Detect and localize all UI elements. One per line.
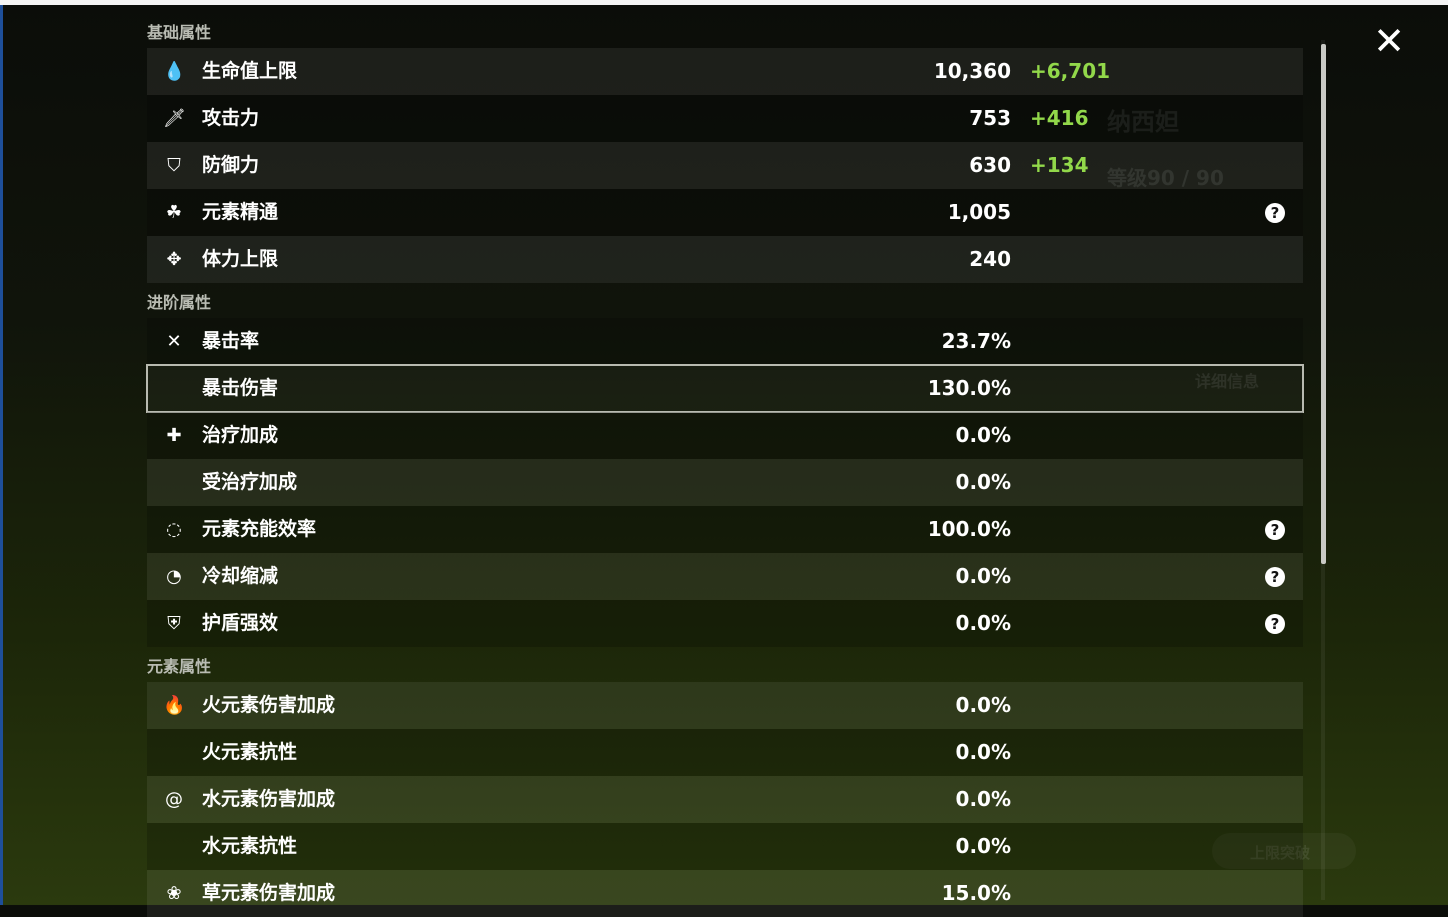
stat-bonus: +6,701 <box>1030 59 1111 83</box>
pyro-icon: 🔥 <box>163 695 186 716</box>
hydro-icon: @ <box>165 789 183 810</box>
stat-label: 暴击率 <box>202 330 260 352</box>
window-top-bar <box>0 0 1448 5</box>
crit-damage-icon <box>163 378 185 400</box>
stat-row[interactable]: 🗡 攻击力 753 +416 <box>147 95 1303 142</box>
stat-row[interactable]: ☘ 元素精通 1,005? <box>147 189 1303 236</box>
sword-icon: 🗡 <box>163 108 186 129</box>
crit-rate-icon: ✕ <box>166 331 182 352</box>
bg-character-level: 等级90 / 90 <box>1107 166 1224 190</box>
bg-ascend-button-shape <box>1212 833 1356 869</box>
stat-label: 元素充能效率 <box>202 518 317 540</box>
window-left-edge <box>0 5 3 905</box>
stat-label: 护盾强效 <box>202 612 279 634</box>
stat-row[interactable]: ✚ 治疗加成 0.0% <box>147 412 1303 459</box>
elemental-mastery-icon: ☘ <box>165 202 183 223</box>
help-icon[interactable]: ? <box>1265 203 1285 223</box>
stat-row[interactable]: ⛨ 护盾强效 0.0%? <box>147 600 1303 647</box>
stat-label: 火元素伤害加成 <box>202 694 336 716</box>
stat-value: 0.0% <box>955 564 1011 588</box>
stat-row[interactable]: 暴击伤害 130.0% <box>146 364 1304 413</box>
stat-label: 水元素抗性 <box>202 835 298 857</box>
stat-value: 0.0% <box>955 834 1011 858</box>
section-title: 基础属性 <box>147 23 212 42</box>
section-title: 元素属性 <box>147 657 212 676</box>
bg-character-name: 纳西妲 <box>1107 108 1179 136</box>
help-icon[interactable]: ? <box>1265 614 1285 634</box>
bg-details-button: 详细信息 <box>1195 372 1260 391</box>
stat-label: 暴击伤害 <box>202 377 279 399</box>
stat-bonus: +134 <box>1030 153 1089 177</box>
attributes-panel: 基础属性 💧 生命值上限 10,360 +6,701 🗡 攻击力 753 +416 ⛉ 防御力 630… <box>146 18 1304 917</box>
stat-row[interactable]: ⛉ 防御力 630 +134 <box>147 142 1303 189</box>
stat-value: 0.0% <box>955 470 1011 494</box>
stat-value: 0.0% <box>955 423 1011 447</box>
stat-value: 0.0% <box>955 740 1011 764</box>
stat-value: 15.0% <box>941 881 1011 905</box>
stat-row[interactable]: 水元素抗性 0.0% <box>147 823 1303 870</box>
stat-row[interactable]: 火元素抗性 0.0% <box>147 729 1303 776</box>
stat-value: 240 <box>969 247 1011 271</box>
stat-row[interactable]: ✕ 暴击率 23.7% <box>147 318 1303 365</box>
stat-label: 草元素伤害加成 <box>202 882 336 904</box>
stat-label: 火元素抗性 <box>202 741 298 763</box>
stat-value: 100.0% <box>927 517 1011 541</box>
hp-drop-icon: 💧 <box>163 61 186 82</box>
stat-value: 630 <box>969 153 1011 177</box>
stat-label: 元素精通 <box>202 201 279 223</box>
stat-label: 治疗加成 <box>202 424 279 446</box>
stat-value: 10,360 <box>933 59 1011 83</box>
stat-value: 1,005 <box>947 200 1011 224</box>
stat-label: 攻击力 <box>202 107 260 129</box>
stat-row[interactable]: 💧 生命值上限 10,360 +6,701 <box>147 48 1303 95</box>
stat-label: 受治疗加成 <box>202 471 298 493</box>
shield-icon: ⛉ <box>167 155 181 176</box>
shield-strength-icon: ⛨ <box>167 613 181 634</box>
stamina-icon: ✥ <box>166 249 182 270</box>
dendro-icon: ❀ <box>166 883 182 904</box>
stat-row[interactable]: ◔ 冷却缩减 0.0%? <box>147 553 1303 600</box>
scrollbar-thumb[interactable] <box>1321 44 1326 564</box>
energy-recharge-icon: ◌ <box>166 519 182 540</box>
stat-label: 生命值上限 <box>202 60 298 82</box>
stat-value: 0.0% <box>955 611 1011 635</box>
stat-row[interactable]: ❀ 草元素伤害加成 15.0% <box>147 870 1303 917</box>
close-icon[interactable]: ✕ <box>1373 19 1405 63</box>
stat-row[interactable]: ◌ 元素充能效率 100.0%? <box>147 506 1303 553</box>
stat-bonus: +416 <box>1030 106 1089 130</box>
stat-value: 23.7% <box>941 329 1011 353</box>
stat-value: 753 <box>969 106 1011 130</box>
stat-row[interactable]: @ 水元素伤害加成 0.0% <box>147 776 1303 823</box>
bg-ascend-button: 上限突破 <box>1250 844 1311 862</box>
stat-row[interactable]: 🔥 火元素伤害加成 0.0% <box>147 682 1303 729</box>
stat-value: 130.0% <box>927 376 1011 400</box>
stat-row[interactable]: 受治疗加成 0.0% <box>147 459 1303 506</box>
help-icon[interactable]: ? <box>1265 567 1285 587</box>
healing-icon: ✚ <box>166 425 182 446</box>
stat-value: 0.0% <box>955 693 1011 717</box>
stat-value: 0.0% <box>955 787 1011 811</box>
stat-label: 防御力 <box>202 154 260 176</box>
stat-row[interactable]: ✥ 体力上限 240 <box>147 236 1303 283</box>
stat-label: 水元素伤害加成 <box>202 788 336 810</box>
section-title: 进阶属性 <box>147 293 212 312</box>
stat-label: 冷却缩减 <box>202 565 279 587</box>
help-icon[interactable]: ? <box>1265 520 1285 540</box>
cooldown-icon: ◔ <box>166 566 182 587</box>
stat-label: 体力上限 <box>202 248 279 270</box>
